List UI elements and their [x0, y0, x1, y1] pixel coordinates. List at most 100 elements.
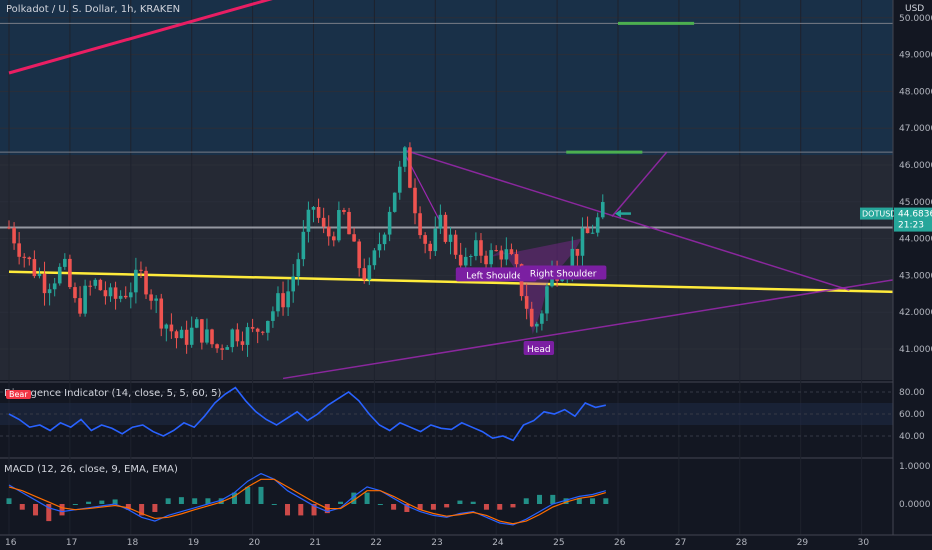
macd-histogram-bar	[470, 501, 476, 504]
candle-body	[367, 265, 372, 280]
candle-body	[377, 244, 382, 251]
pattern-label-box	[455, 267, 537, 282]
candle-body	[189, 327, 194, 345]
candle-body	[494, 250, 498, 252]
candle-body	[580, 228, 585, 256]
candle-body	[47, 289, 52, 294]
price-tag: 44.6836	[898, 210, 932, 220]
candle-body	[154, 298, 158, 301]
macd-histogram-bar	[245, 486, 251, 504]
candle-body	[260, 331, 265, 333]
time-tick-label: 23	[431, 538, 442, 548]
macd-histogram-bar	[444, 504, 450, 508]
candle-body	[509, 249, 514, 255]
macd-histogram-bar	[86, 501, 92, 504]
candle-body	[32, 259, 37, 277]
bear-badge: Bear	[6, 390, 31, 399]
candle-body	[403, 147, 407, 167]
macd-histogram-bar	[497, 504, 503, 510]
macd-histogram-bar	[33, 504, 39, 516]
macd-histogram-bar	[510, 504, 516, 508]
trendline-support	[8, 270, 899, 294]
macd-tick-label: 1.0000	[899, 462, 931, 472]
candle-body	[362, 268, 367, 280]
candle-body	[169, 324, 174, 332]
macd-histogram-bar	[139, 504, 145, 516]
macd-histogram-bar	[258, 486, 264, 504]
candle-body	[164, 324, 169, 329]
rsi-line	[8, 386, 606, 442]
macd-histogram-bar	[112, 499, 118, 504]
candle-body	[545, 286, 549, 314]
candle-body	[123, 295, 128, 298]
candle-body	[489, 250, 493, 265]
candle-body	[316, 207, 321, 218]
macd-histogram-bar	[338, 501, 344, 504]
candle-body	[423, 235, 427, 244]
trendline-lower-wedge	[282, 278, 899, 380]
macd-histogram-bar	[404, 504, 410, 512]
macd-histogram-bar	[19, 504, 25, 510]
candle-body	[540, 313, 544, 324]
macd-histogram-bar	[125, 504, 131, 510]
macd-histogram-bar	[205, 498, 211, 504]
candle-body	[255, 328, 260, 332]
rsi-tick-label: 80.00	[899, 388, 925, 398]
candle-body	[250, 327, 255, 329]
macd-histogram-bar	[311, 504, 317, 516]
candle-body	[266, 320, 270, 333]
macd-histogram-bar	[603, 498, 609, 504]
candle-body	[113, 287, 118, 299]
time-tick-label: 20	[249, 538, 261, 548]
macd-histogram-bar	[590, 498, 596, 504]
candle-body	[453, 234, 458, 255]
time-tick-label: 25	[553, 538, 564, 548]
candle-body	[458, 254, 463, 266]
candle-body	[392, 192, 397, 212]
candle-body	[332, 236, 336, 241]
time-tick-label: 27	[675, 538, 686, 548]
candle-body	[22, 256, 27, 258]
macd-title: MACD (12, 26, close, 9, EMA, EMA)	[4, 464, 178, 475]
candle-body	[68, 258, 72, 288]
candle-body	[600, 202, 605, 218]
candle-body	[286, 291, 290, 308]
macd-histogram-bar	[563, 498, 569, 504]
time-tick-label: 29	[797, 538, 809, 548]
candle-body	[428, 243, 433, 252]
candle-body	[194, 319, 199, 328]
macd-histogram-bar	[271, 504, 277, 505]
candle-body	[271, 311, 275, 321]
candle-body	[37, 273, 42, 277]
trendline-projection	[611, 151, 668, 218]
candle-body	[484, 255, 488, 265]
candle-body	[17, 243, 21, 257]
macd-histogram-bar	[351, 492, 357, 504]
ticker-tag-box	[860, 207, 893, 220]
candle-body	[590, 232, 595, 234]
price-tick-label: 46.0000	[899, 161, 932, 171]
candle-body	[210, 329, 214, 345]
macd-histogram-bar	[178, 497, 184, 504]
candle-body	[418, 213, 422, 236]
macd-histogram-bar	[364, 492, 370, 504]
macd-histogram-bar	[46, 504, 52, 522]
price-tick-label: 41.0000	[899, 345, 932, 355]
candle-body	[387, 211, 392, 235]
candle-body	[337, 210, 341, 241]
price-axis-background	[893, 0, 932, 550]
trendline-long-trend	[8, 0, 273, 75]
candle-body	[595, 217, 600, 233]
candle-body	[200, 319, 204, 343]
arrow-head-icon	[614, 209, 621, 218]
pattern-label: Head	[527, 345, 551, 355]
candle-body	[463, 256, 468, 266]
candle-body	[347, 211, 351, 235]
price-tick-label: 45.0000	[899, 198, 932, 208]
candle-body	[245, 327, 250, 345]
time-tick-label: 19	[188, 538, 200, 548]
macd-histogram-bar	[537, 494, 543, 504]
candle-body	[220, 348, 224, 350]
macd-histogram-bar	[377, 504, 383, 505]
